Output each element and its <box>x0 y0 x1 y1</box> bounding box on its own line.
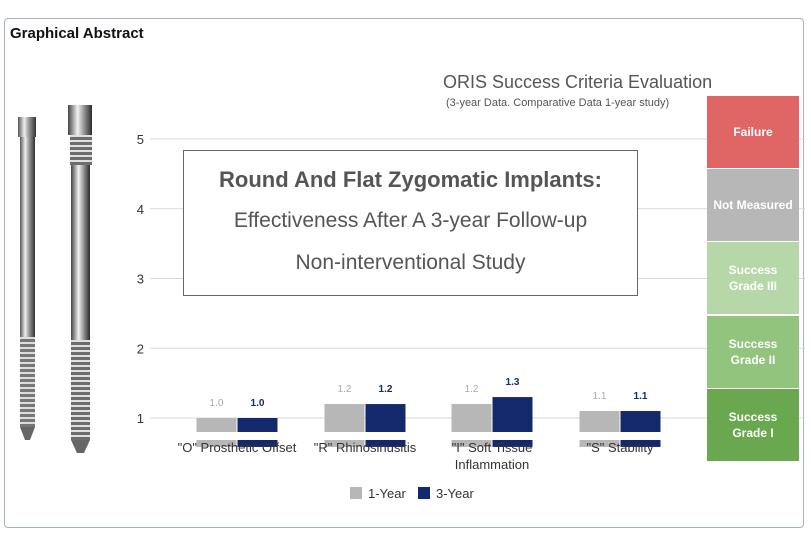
grade-success-i: Success Grade I <box>707 388 799 461</box>
data-label: 1.3 <box>506 377 520 388</box>
study-title-line-3: Non-interventional Study <box>295 251 526 274</box>
axis-baseline <box>150 432 700 440</box>
legend-label: 3-Year <box>436 486 474 501</box>
data-label: 1.1 <box>593 391 607 402</box>
grade-not-measured: Not Measured <box>707 169 799 242</box>
bar <box>579 411 620 447</box>
category-label: "I" Soft Tissue <box>452 440 533 455</box>
y-tick-label: 4 <box>137 202 144 217</box>
data-label: 1.1 <box>634 391 648 402</box>
y-tick-label: 3 <box>137 272 144 287</box>
category-label: "S" Stability <box>586 440 654 455</box>
study-title-line-2: Effectiveness After A 3-year Follow-up <box>233 209 588 232</box>
chart-title: ORIS Success Criteria Evaluation <box>443 72 713 92</box>
data-label: 1.0 <box>210 398 224 409</box>
data-label: 1.2 <box>465 384 479 395</box>
graphical-abstract-title: Graphical Abstract <box>10 25 144 42</box>
grade-success-iii: Success Grade III <box>707 242 799 315</box>
grade-scale: Failure Not Measured Success Grade III S… <box>707 96 799 462</box>
y-tick-label: 1 <box>137 411 144 426</box>
grade-success-ii: Success Grade II <box>707 315 799 388</box>
y-tick-label: 2 <box>137 341 144 356</box>
bar <box>620 411 661 447</box>
data-label: 1.2 <box>379 384 393 395</box>
data-label: 1.2 <box>338 384 352 395</box>
grade-failure: Failure <box>707 96 799 168</box>
legend-label: 1-Year <box>368 486 406 501</box>
data-label: 1.0 <box>251 398 265 409</box>
legend-swatch <box>418 487 430 499</box>
study-title-box: Round And Flat Zygomatic Implants: Effec… <box>183 150 638 296</box>
legend-swatch <box>350 487 362 499</box>
study-title-line-1: Round And Flat Zygomatic Implants: <box>219 167 602 192</box>
implant-image-left <box>18 117 36 440</box>
category-label: "R" Rhinosinusitis <box>314 440 417 455</box>
category-label: "O" Prosthetic Offset <box>178 440 297 455</box>
category-label: Inflammation <box>455 457 529 472</box>
implant-image-right <box>68 105 92 453</box>
y-tick-label: 5 <box>137 132 144 147</box>
chart-subtitle: (3-year Data. Comparative Data 1-year st… <box>446 97 670 109</box>
